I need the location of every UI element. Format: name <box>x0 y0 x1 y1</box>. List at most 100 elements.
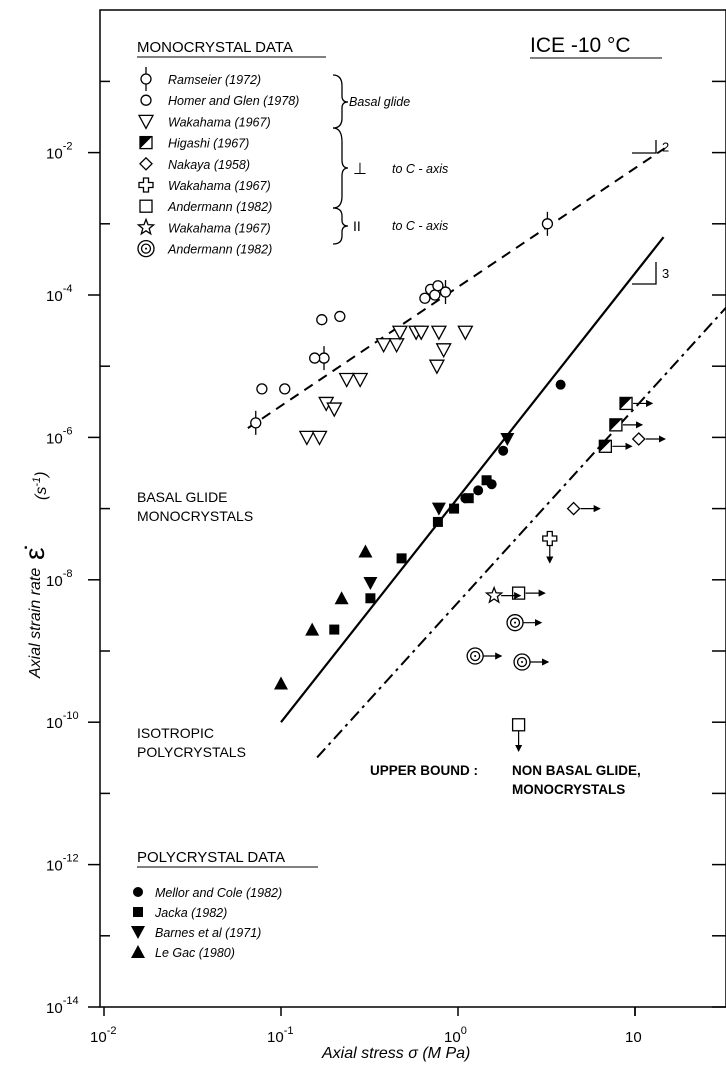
group-symbol-perp: ⊥ <box>353 161 367 178</box>
slope-markers: 23 <box>632 140 669 285</box>
series-0 <box>250 211 554 435</box>
legend-marker-12 <box>131 945 145 958</box>
point-2-1 <box>311 430 328 446</box>
legend-label-6: Andermann (1982) <box>167 200 272 214</box>
legend-label-10: Jacka (1982) <box>154 906 227 920</box>
legend-marker-2 <box>137 114 155 130</box>
series-2 <box>298 325 474 446</box>
point-3-2 <box>620 397 633 410</box>
nonbasal-label-2: MONOCRYSTALS <box>512 782 625 797</box>
y-axis-unit: (s-1) <box>31 472 50 500</box>
x-tick-exp-1: -1 <box>284 1025 294 1037</box>
legend-marker-5 <box>138 177 154 193</box>
y-tick-label-3: 10-8 <box>46 568 72 590</box>
series-11 <box>363 432 515 591</box>
y-tick-base-1: 10 <box>46 858 63 875</box>
upper-bound-label: UPPER BOUND : <box>370 763 478 778</box>
point-2-3 <box>326 402 343 418</box>
point-11-0 <box>363 577 378 591</box>
point-2-8 <box>391 325 409 341</box>
monocrystal-heading: MONOCRYSTAL DATA <box>137 39 293 56</box>
point-10-2 <box>396 553 407 564</box>
legend-marker-0 <box>140 73 152 85</box>
y-tick-exp-4: -6 <box>63 425 73 437</box>
legend-label-7: Wakahama (1967) <box>168 221 271 235</box>
point-7-0 <box>484 585 504 604</box>
fit-lines <box>247 147 726 759</box>
point-12-2 <box>334 591 349 605</box>
legend-label-8: Andermann (1982) <box>167 243 272 257</box>
y-tick-exp-6: -2 <box>63 141 73 153</box>
point-2-5 <box>352 372 369 388</box>
point-8-2-dot <box>521 661 524 664</box>
point-2-14 <box>435 343 452 359</box>
y-axis-symbol: ε̇ <box>19 546 50 560</box>
x-tick-exp-0: -2 <box>107 1025 117 1037</box>
group-braces <box>332 74 349 245</box>
point-2-10 <box>413 325 430 341</box>
series-12 <box>274 544 373 690</box>
point-11-2 <box>500 432 515 446</box>
basal-label-1: BASAL GLIDE <box>137 489 228 505</box>
legend-label-9: Mellor and Cole (1982) <box>155 886 282 900</box>
y-tick-exp-0: -14 <box>63 995 79 1007</box>
y-tick-base-4: 10 <box>46 430 63 447</box>
legend-marker-10 <box>133 907 143 917</box>
y-tick-exp-1: -12 <box>63 853 79 865</box>
point-10-1 <box>365 593 376 604</box>
legend-label-4: Nakaya (1958) <box>168 158 250 172</box>
point-10-5 <box>463 493 474 504</box>
point-10-0 <box>329 624 340 635</box>
group-symbol-par: II <box>353 218 361 234</box>
y-axis-title-group: Axial strain rate <box>27 568 44 679</box>
point-1-0 <box>256 383 268 395</box>
x-tick-base-0: 10 <box>90 1029 107 1046</box>
polycrystal-heading: POLYCRYSTAL DATA <box>137 849 285 866</box>
legend-label-3: Higashi (1967) <box>168 137 249 151</box>
slope-triangle-1 <box>632 262 657 285</box>
legend-label-12: Le Gac (1980) <box>155 946 235 960</box>
legend-marker-9 <box>133 887 143 897</box>
series-10 <box>329 475 492 635</box>
y-tick-exp-3: -8 <box>63 568 73 580</box>
y-axis-unit-group: (s-1) <box>31 472 50 500</box>
y-tick-label-5: 10-4 <box>46 283 72 305</box>
point-6-0 <box>511 586 526 600</box>
basal-label-2: MONOCRYSTALS <box>137 508 253 524</box>
series-5 <box>542 530 558 564</box>
y-tick-base-0: 10 <box>46 1000 63 1017</box>
y-unit-close: ) <box>33 472 50 479</box>
legend-label-2: Wakahama (1967) <box>168 115 271 129</box>
point-1-2 <box>309 352 321 364</box>
y-unit-exp: -1 <box>31 477 43 487</box>
x-tick-label-2: 100 <box>444 1025 467 1046</box>
y-tick-base-5: 10 <box>46 288 63 305</box>
series-1 <box>256 280 444 395</box>
point-3-0 <box>599 440 612 453</box>
slope-triangle-0 <box>632 140 657 154</box>
legend-marker-3 <box>140 136 152 149</box>
y-tick-base-6: 10 <box>46 146 63 163</box>
point-0-2 <box>439 286 452 298</box>
point-1-1 <box>279 383 291 395</box>
point-8-1-dot <box>474 655 477 658</box>
isotropic-label-1: ISOTROPIC <box>137 725 214 741</box>
point-10-6 <box>481 475 492 486</box>
monocrystal-legend: Ramseier (1972) Homer and Glen (1978) Waka… <box>136 67 299 258</box>
nonbasal-label-1: NON BASAL GLIDE, <box>512 763 641 778</box>
point-2-7 <box>388 338 405 354</box>
y-tick-label-1: 10-12 <box>46 853 79 875</box>
y-tick-base-3: 10 <box>46 573 63 590</box>
group-label-perp: to C - axis <box>392 162 448 176</box>
point-2-12 <box>457 325 474 341</box>
point-1-7 <box>429 289 441 301</box>
point-12-3 <box>358 544 373 558</box>
point-9-1 <box>473 485 484 496</box>
point-1-3 <box>316 314 328 326</box>
point-9-4 <box>555 379 566 390</box>
point-2-4 <box>338 372 355 388</box>
point-4-0 <box>566 501 581 516</box>
x-tick-base-2: 10 <box>444 1029 461 1046</box>
x-tick-label-3: 10 <box>625 1029 642 1046</box>
x-tick-label-1: 10-1 <box>267 1025 293 1046</box>
